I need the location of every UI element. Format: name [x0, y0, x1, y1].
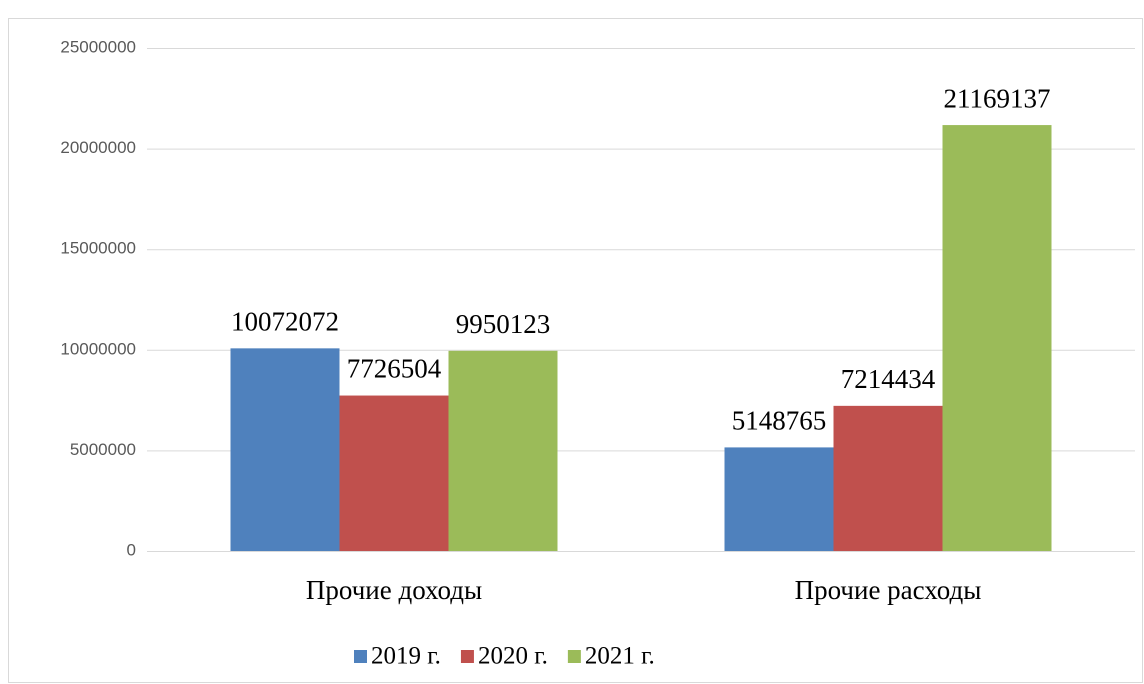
x-tick-label: Прочие доходы — [306, 575, 482, 605]
bar — [448, 350, 558, 551]
x-tick-label: Прочие расходы — [795, 575, 982, 605]
bar — [833, 405, 943, 551]
bar — [230, 348, 340, 551]
y-tick-label: 20000000 — [60, 138, 136, 157]
data-label: 10072072 — [231, 307, 339, 337]
legend-label: 2021 г. — [585, 643, 655, 670]
y-tick-label: 10000000 — [60, 339, 136, 358]
legend-label: 2020 г. — [478, 643, 548, 670]
y-tick-label: 15000000 — [60, 239, 136, 258]
legend-label: 2019 г. — [371, 643, 441, 670]
bar — [724, 447, 834, 551]
data-label: 7214434 — [841, 364, 936, 394]
y-tick-label: 0 — [127, 540, 136, 559]
legend-swatch — [567, 650, 581, 663]
bar — [942, 125, 1052, 551]
legend-swatch — [354, 650, 367, 663]
legend-swatch — [460, 650, 474, 663]
data-label: 7726504 — [347, 354, 442, 384]
data-label: 21169137 — [944, 83, 1051, 113]
data-label: 5148765 — [732, 406, 827, 436]
bar — [339, 395, 449, 551]
data-label: 9950123 — [456, 309, 551, 339]
y-tick-label: 25000000 — [60, 37, 136, 56]
y-tick-label: 5000000 — [70, 440, 136, 459]
